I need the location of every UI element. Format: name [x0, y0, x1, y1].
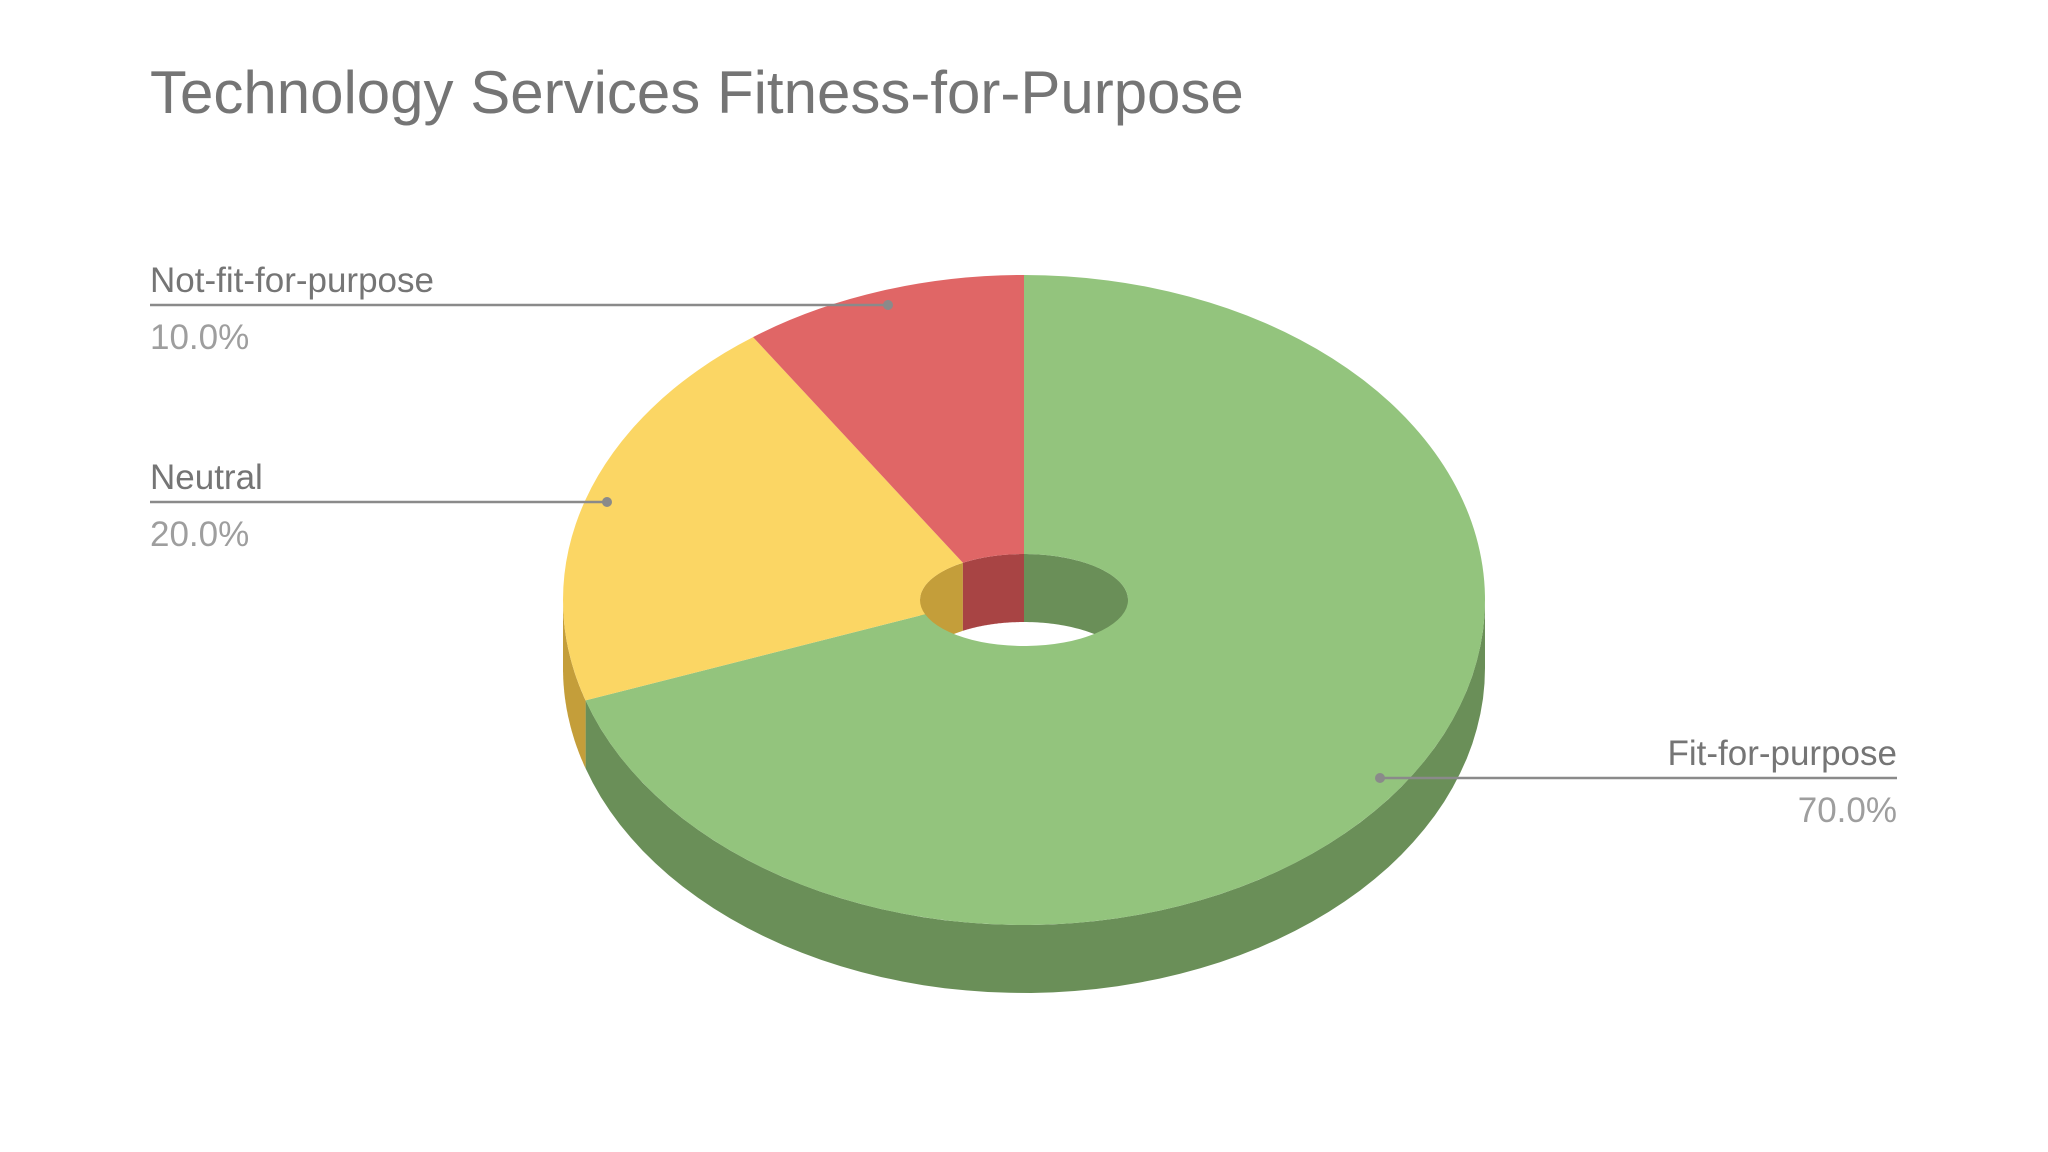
value-label-not-fit-for-purpose: 10.0%: [150, 318, 249, 357]
outer-wall-neutral: [563, 600, 586, 769]
donut-outer-wall: [563, 600, 1485, 993]
slice-fit-for-purpose[interactable]: [585, 275, 1485, 925]
leader-dot-fit-for-purpose: [1375, 773, 1385, 783]
slice-neutral[interactable]: [563, 337, 963, 701]
slice-not-fit-for-purpose[interactable]: [753, 275, 1024, 563]
label-not-fit-for-purpose: Not-fit-for-purpose: [150, 261, 434, 300]
slice-labels: Fit-for-purpose 70.0% Neutral 20.0% Not-fit-…: [150, 261, 1897, 830]
value-label-neutral: 20.0%: [150, 515, 249, 554]
leader-dot-neutral: [602, 497, 612, 507]
chart-title: Technology Services Fitness-for-Purpose: [150, 59, 1244, 126]
label-fit-for-purpose: Fit-for-purpose: [1667, 734, 1897, 773]
value-label-fit-for-purpose: 70.0%: [1798, 791, 1897, 830]
inner-wall-fit-for-purpose: [1024, 554, 1128, 668]
inner-wall-not-fit-for-purpose-b: [962, 554, 1024, 631]
leader-dot-not-fit-for-purpose: [883, 300, 893, 310]
outer-wall-fit-for-purpose: [585, 600, 1485, 993]
donut-top: [563, 275, 1485, 925]
label-neutral: Neutral: [150, 458, 263, 497]
